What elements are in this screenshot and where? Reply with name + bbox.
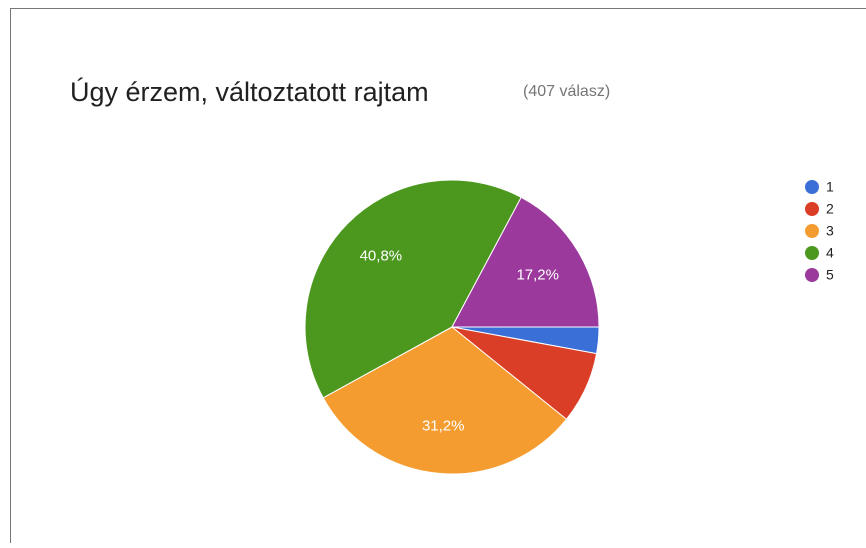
legend-swatch <box>805 268 819 282</box>
legend-label: 3 <box>826 223 834 239</box>
legend-label: 2 <box>826 201 834 217</box>
data-label: 17,2% <box>516 267 559 284</box>
legend-swatch <box>805 202 819 216</box>
legend-swatch <box>805 224 819 238</box>
chart-subtitle: (407 válasz) <box>523 83 610 100</box>
chart-title: Úgy érzem, változtatott rajtam <box>70 76 429 107</box>
legend-label: 5 <box>826 267 834 283</box>
legend-label: 4 <box>826 245 834 261</box>
data-label: 31,2% <box>422 418 465 435</box>
legend-swatch <box>805 180 819 194</box>
legend-label: 1 <box>826 179 834 195</box>
data-label: 40,8% <box>360 248 403 265</box>
legend-swatch <box>805 246 819 260</box>
